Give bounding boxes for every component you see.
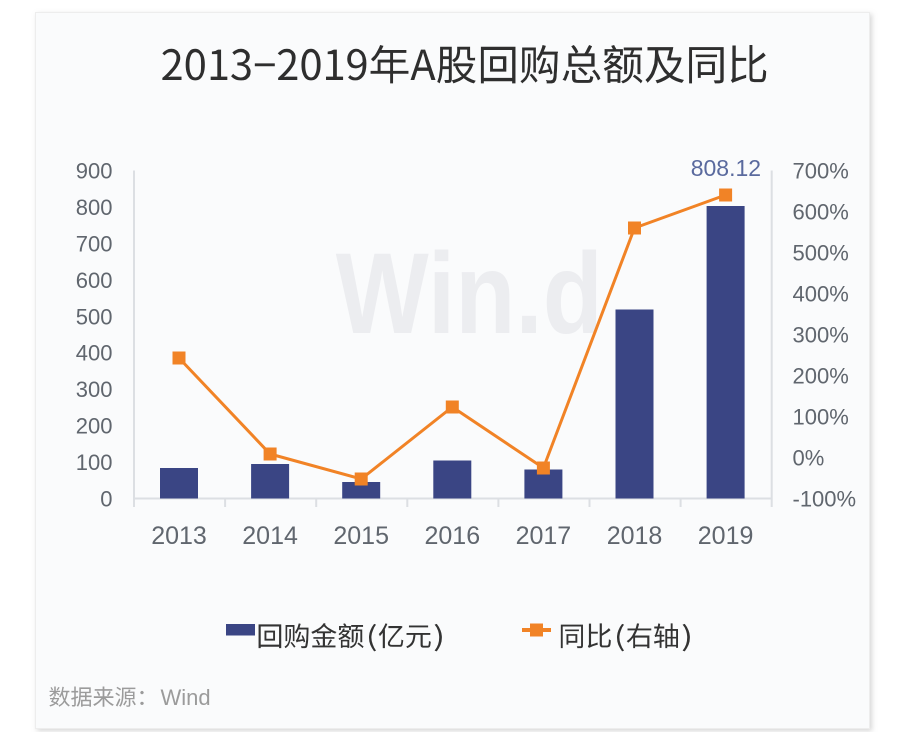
svg-text:2014: 2014 <box>242 522 298 550</box>
svg-text:2017: 2017 <box>516 522 572 550</box>
svg-text:200: 200 <box>76 414 113 439</box>
svg-text:100%: 100% <box>793 405 849 430</box>
svg-text:300%: 300% <box>793 323 849 348</box>
svg-text:400%: 400% <box>793 282 849 307</box>
svg-text:900: 900 <box>76 159 113 184</box>
svg-text:600%: 600% <box>793 200 849 225</box>
svg-text:600: 600 <box>76 268 113 293</box>
svg-text:-100%: -100% <box>793 487 857 512</box>
svg-text:Wind: Wind <box>161 685 211 710</box>
svg-text:2015: 2015 <box>333 522 389 550</box>
svg-text:2013: 2013 <box>151 522 207 550</box>
svg-text:2018: 2018 <box>607 522 663 550</box>
svg-text:700%: 700% <box>793 159 849 184</box>
svg-text:100: 100 <box>76 450 113 475</box>
svg-text:0%: 0% <box>793 446 825 471</box>
svg-text:0: 0 <box>100 487 112 512</box>
svg-text:700: 700 <box>76 231 113 256</box>
svg-text:500: 500 <box>76 304 113 329</box>
svg-text:Win.d: Win.d <box>336 229 603 358</box>
svg-text:400: 400 <box>76 341 113 366</box>
svg-text:2019: 2019 <box>698 522 754 550</box>
svg-text:200%: 200% <box>793 364 849 389</box>
svg-text:500%: 500% <box>793 241 849 266</box>
svg-text:300: 300 <box>76 377 113 402</box>
svg-text:808.12: 808.12 <box>691 155 761 181</box>
svg-text:2016: 2016 <box>424 522 480 550</box>
svg-text:800: 800 <box>76 195 113 220</box>
